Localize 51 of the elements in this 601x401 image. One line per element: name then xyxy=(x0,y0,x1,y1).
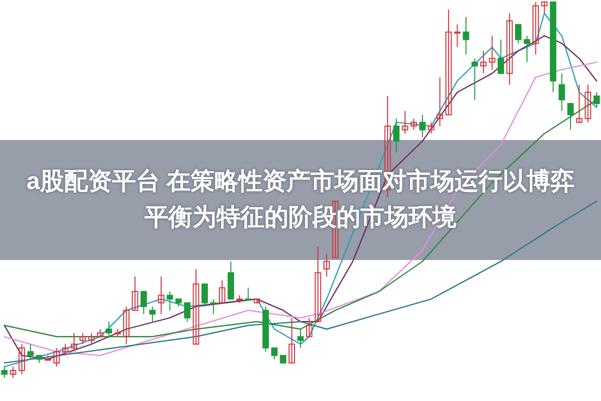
candlestick xyxy=(306,317,312,338)
candlestick xyxy=(53,347,60,368)
candlestick xyxy=(184,302,190,322)
candlestick xyxy=(558,72,566,112)
candlestick xyxy=(271,347,278,360)
candlestick xyxy=(445,9,452,116)
candlestick xyxy=(132,276,138,311)
candlestick xyxy=(402,110,408,134)
candlestick xyxy=(18,344,25,375)
candlestick xyxy=(27,344,34,360)
candlestick xyxy=(1,366,8,378)
candlestick xyxy=(123,306,130,345)
candlestick xyxy=(288,317,295,364)
candlestick xyxy=(541,2,548,14)
candlestick xyxy=(140,291,147,315)
candlestick xyxy=(297,328,304,348)
candlestick xyxy=(210,298,217,315)
candlestick xyxy=(158,276,164,315)
candlestick xyxy=(567,103,574,130)
candlestick xyxy=(515,24,522,44)
candlestick xyxy=(593,92,600,108)
candlestick xyxy=(218,280,226,304)
candlestick xyxy=(436,76,444,127)
candlestick xyxy=(532,2,539,56)
candlestick xyxy=(428,122,434,134)
candlestick xyxy=(192,268,200,345)
candlestick xyxy=(106,321,112,338)
candlestick xyxy=(576,84,582,123)
candlestick xyxy=(498,39,504,74)
candlestick xyxy=(245,287,252,301)
candlestick xyxy=(472,58,478,100)
candlestick xyxy=(584,84,592,123)
candlestick xyxy=(149,306,156,322)
candlestick xyxy=(323,253,330,277)
candlestick xyxy=(410,118,417,130)
candlestick xyxy=(506,12,513,86)
candlestick xyxy=(454,24,460,48)
candlestick xyxy=(480,50,487,74)
candlestick xyxy=(88,332,95,345)
candlestick xyxy=(462,16,470,56)
candlestick xyxy=(10,366,16,378)
candlestick xyxy=(201,284,208,308)
candlestick xyxy=(70,332,78,352)
candlestick xyxy=(393,118,400,153)
candlestick xyxy=(488,35,496,70)
candlestick xyxy=(314,246,322,322)
candlestick xyxy=(166,291,174,311)
candlestick xyxy=(80,332,86,345)
candlestick xyxy=(524,35,530,63)
candlestick xyxy=(419,114,426,138)
candlestick xyxy=(62,344,69,356)
